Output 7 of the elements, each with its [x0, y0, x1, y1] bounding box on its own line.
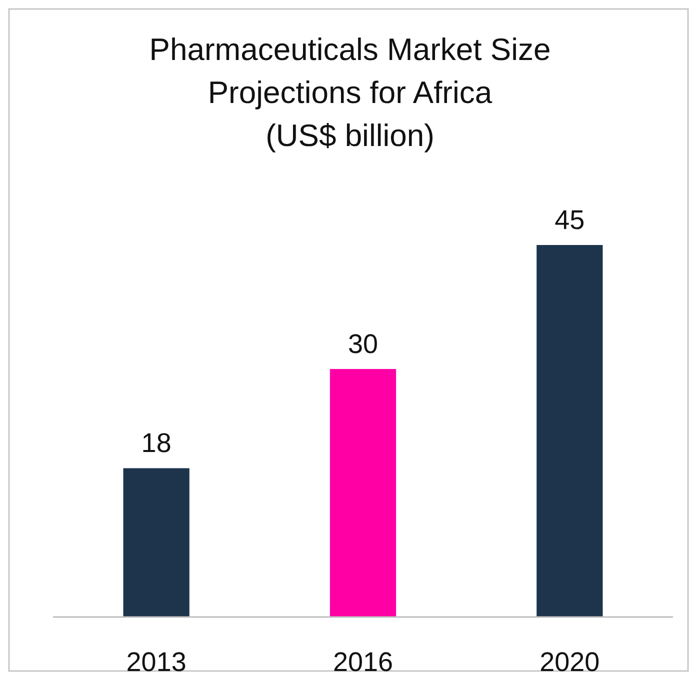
data-label: 30 [348, 329, 378, 359]
data-label: 18 [141, 428, 172, 458]
data-label: 45 [554, 205, 585, 235]
x-tick-label: 2016 [332, 647, 394, 677]
chart-title: Pharmaceuticals Market Size Projections for Africa (US$ billion) [149, 32, 551, 153]
x-tick-label: 2020 [540, 647, 600, 677]
x-tick-label: 2013 [126, 647, 186, 677]
